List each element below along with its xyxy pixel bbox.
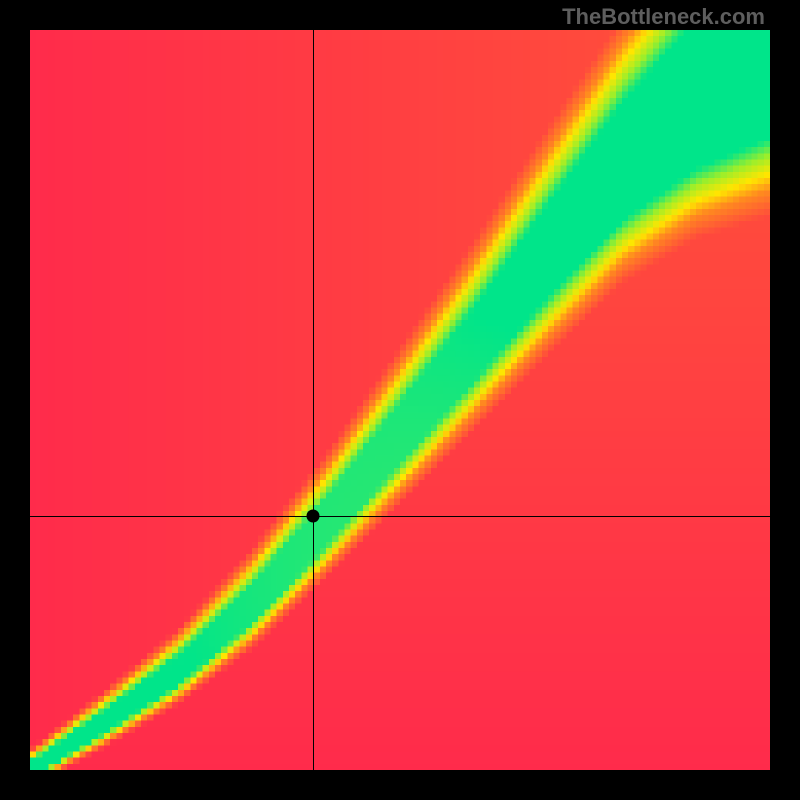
watermark-text: TheBottleneck.com (562, 4, 765, 30)
crosshair-horizontal (30, 516, 770, 517)
crosshair-vertical (313, 30, 314, 770)
heatmap-canvas (30, 30, 770, 770)
plot-area (30, 30, 770, 770)
crosshair-marker (307, 510, 320, 523)
